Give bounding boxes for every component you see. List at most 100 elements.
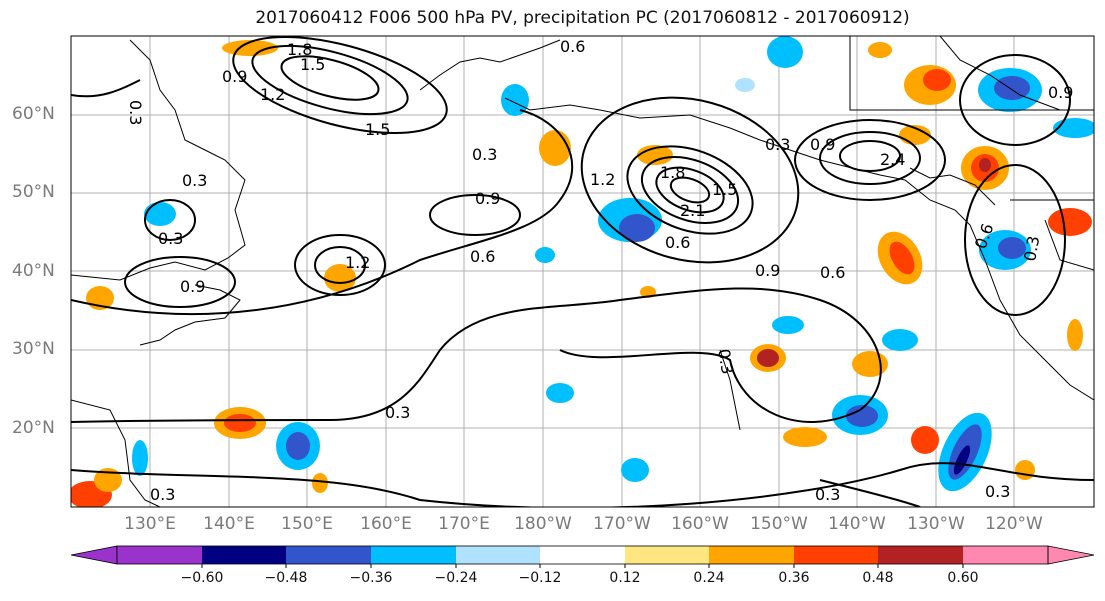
lon-label: 170°E [438, 514, 490, 534]
contour-label: 0.6 [560, 37, 585, 56]
contour-label: 0.3 [472, 145, 497, 164]
contour-label: 1.5 [712, 180, 737, 199]
colorbar-tick-label: 0.48 [862, 570, 894, 586]
lon-label: 150°E [281, 514, 333, 534]
contour-label: 0.3 [714, 347, 737, 375]
contour-label: 1.5 [300, 55, 325, 74]
coastlines [71, 36, 1094, 507]
pv-contour [429, 194, 521, 236]
colorbar-tick-label: −0.36 [349, 570, 393, 586]
contour-label: 0.6 [470, 247, 495, 266]
pv-contour [280, 55, 380, 101]
pv-contour [144, 199, 196, 241]
precip-negative-blob [994, 76, 1030, 100]
colorbar-tick-label: −0.24 [434, 570, 478, 586]
pv-contour [819, 131, 921, 185]
precip-positive-blob [852, 351, 888, 377]
colorbar-tick-label: −0.48 [264, 570, 308, 586]
pv-contour [964, 164, 1066, 316]
lon-label: 130°W [907, 514, 965, 534]
precip-positive-blob [783, 427, 827, 447]
contour-label: 1.5 [365, 120, 390, 139]
colorbar-tick-label: −0.60 [180, 570, 224, 586]
precip-negative-blob [546, 383, 574, 403]
lon-label: 160°W [671, 514, 729, 534]
pv-contour [959, 54, 1071, 146]
precip-positive-blob [224, 414, 256, 432]
colorbar-tick-label: 0.36 [778, 570, 810, 586]
map-frame [70, 35, 1095, 508]
pv-contour [626, 145, 754, 235]
precip-positive-blob [1048, 208, 1092, 236]
contour-label: 2.4 [880, 150, 905, 169]
precip-negative-blob [132, 440, 148, 476]
colorbar-tick-label: −0.12 [518, 570, 562, 586]
pv-contour [640, 156, 740, 224]
precip-negative-blob [882, 329, 918, 351]
precip-negative-blob [772, 316, 804, 334]
lat-label: 40°N [12, 261, 55, 281]
lon-label: 180°W [514, 514, 572, 534]
contour-label: 0.3 [385, 403, 410, 422]
colorbar-tick-label: 0.60 [947, 570, 979, 586]
precip-positive-blob [324, 264, 356, 292]
precip-positive-blob [1067, 319, 1083, 351]
precip-negative-blob [619, 214, 655, 242]
precip-negative-blob [767, 36, 803, 68]
contour-label: 0.3 [765, 135, 790, 154]
pv-contour [655, 166, 725, 214]
precip-positive-blob [911, 426, 939, 454]
pv-contour [71, 287, 882, 423]
contour-label: 0.3 [158, 229, 183, 248]
pv-contour [669, 176, 711, 204]
contour-label: 2.1 [680, 201, 705, 220]
contour-label: 1.2 [590, 170, 615, 189]
contour-label: 1.2 [345, 253, 370, 272]
lat-label: 60°N [12, 104, 55, 124]
precip-negative-blob [1053, 118, 1094, 138]
lon-label: 140°E [203, 514, 255, 534]
precip-positive-blob [757, 349, 779, 367]
lon-label: 170°W [593, 514, 651, 534]
precip-positive-blob [923, 69, 951, 91]
precip-negative-blob [621, 458, 649, 482]
contour-label: 0.9 [810, 135, 835, 154]
contour-label: 0.3 [985, 482, 1010, 501]
pv-contour [124, 256, 236, 308]
pv-contour [71, 79, 141, 98]
precip-positive-blob [539, 130, 571, 166]
pv-contours [71, 36, 1094, 507]
contour-label: 0.3 [150, 485, 175, 504]
precip-positive-blob [94, 468, 122, 492]
pv-contour [314, 246, 366, 284]
precip-positive-blob [312, 473, 328, 493]
precip-positive-blob [868, 42, 892, 58]
colorbar-tick-label: 0.12 [609, 570, 641, 586]
pv-contour [251, 44, 409, 116]
pv-contour [71, 462, 1094, 507]
lon-label: 160°E [360, 514, 412, 534]
precip-positive-blob [979, 158, 991, 172]
gridlines [71, 36, 1094, 507]
pv-contour [232, 36, 448, 134]
pv-contour [71, 109, 574, 316]
pv-contour [580, 96, 800, 264]
precip-negative-blob [144, 202, 176, 226]
contour-label: 0.3 [815, 485, 840, 504]
precip-negative-blob [501, 84, 529, 116]
contour-label: 0.3 [126, 100, 145, 125]
lat-label: 50°N [12, 182, 55, 202]
contour-label: 0.9 [222, 67, 247, 86]
precip-negative-blob [735, 78, 755, 92]
precip-positive-blob [1015, 460, 1035, 480]
contour-label: 0.3 [1020, 234, 1043, 262]
lon-label: 120°W [985, 514, 1043, 534]
contour-label: 1.8 [287, 40, 312, 59]
lat-label: 20°N [12, 418, 55, 438]
lat-label: 30°N [12, 339, 55, 359]
lon-label: 130°E [124, 514, 176, 534]
precip-negative-blob [846, 405, 878, 427]
lon-label: 150°W [750, 514, 808, 534]
contour-labels: 0.3 0.3 0.3 0.3 0.3 0.3 0.3 0.3 0.3 0.3 … [126, 37, 1073, 504]
lon-label: 140°W [828, 514, 886, 534]
